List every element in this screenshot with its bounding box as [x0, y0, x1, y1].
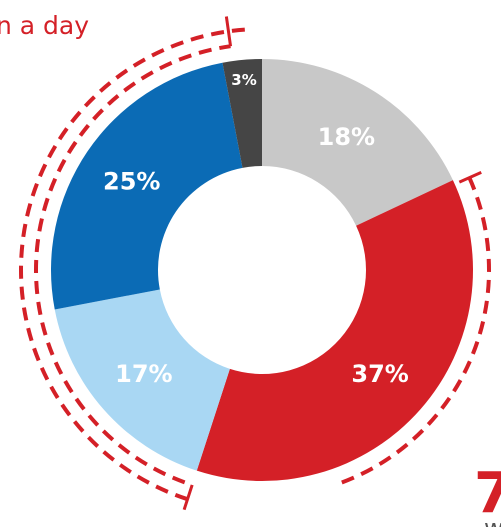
left-bracket-tick-bottom: [182, 484, 194, 511]
donut-slice-4: [50, 62, 243, 310]
slice-label-1: 18%: [318, 123, 375, 151]
donut-slice-1: [262, 59, 453, 226]
right-bracket-tick-top: [458, 171, 482, 184]
caption-bottom-right-partial: w: [484, 514, 501, 527]
donut-slice-3: [54, 289, 230, 471]
caption-top-left: n a day: [0, 11, 89, 40]
left-bracket-inner-arc: [34, 44, 231, 485]
slice-labels: 18% 37% 17% 25% 3%: [103, 71, 409, 388]
slice-label-3: 17%: [115, 360, 172, 388]
dashed-brackets: [19, 16, 491, 511]
slice-label-5: 3%: [231, 71, 256, 89]
right-bracket-arc: [338, 176, 491, 486]
slice-label-2: 37%: [351, 360, 408, 388]
donut-slice-5: [222, 59, 262, 168]
big-number-partial: 7: [474, 461, 501, 526]
donut-slice-2: [196, 180, 474, 481]
donut-slices: [50, 59, 474, 481]
left-bracket-tick-top: [224, 16, 233, 47]
slice-label-4: 25%: [103, 167, 160, 195]
